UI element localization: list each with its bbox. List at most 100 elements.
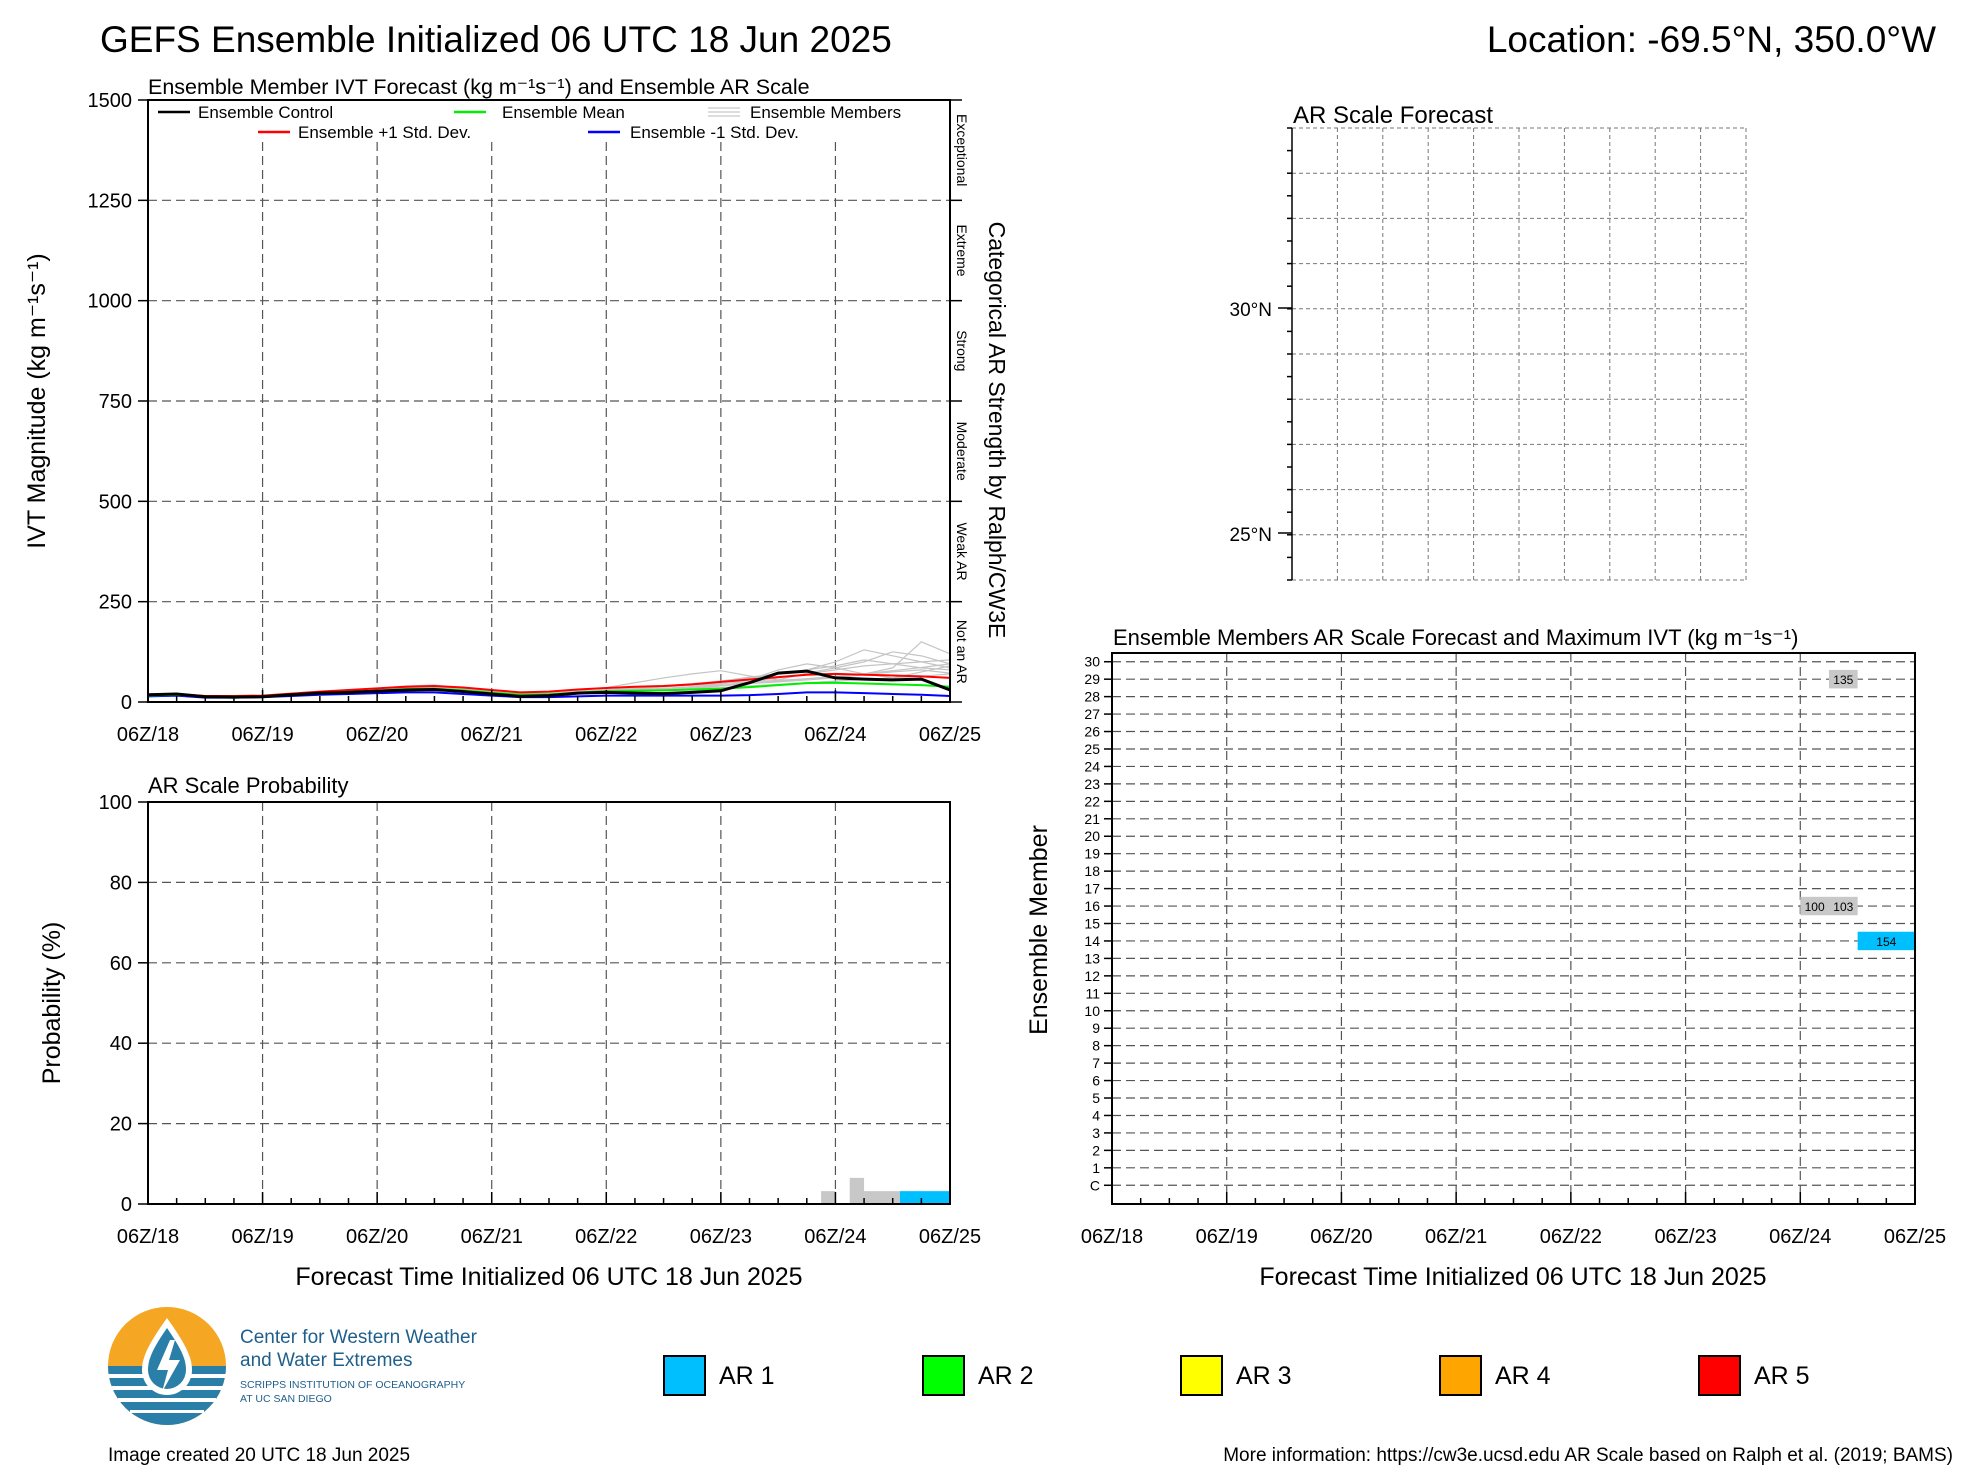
member-ar-cell [1828,896,1858,916]
map-lat-30n: 30°N [1230,300,1272,321]
legend-minus-std-label: Ensemble -1 Std. Dev. [630,123,799,142]
member-ar-cell [1828,669,1858,689]
member-ytick-label: 24 [1084,758,1100,774]
ivt-xtick-label: 06Z/20 [346,724,408,746]
ivt-ylabel: IVT Magnitude (kg m⁻¹s⁻¹) [23,253,51,548]
ivt-forecast-panel: Ensemble Member IVT Forecast (kg m⁻¹s⁻¹)… [23,75,1010,746]
member-ytick-label: 5 [1092,1090,1100,1106]
prob-xtick-label: 06Z/18 [117,1226,179,1248]
member-ytick-label: 16 [1084,898,1100,914]
ar-legend-label: AR 1 [719,1362,775,1390]
cw3e-logo: Center for Western Weather and Water Ext… [108,1307,478,1425]
prob-ytick-label: 60 [110,953,132,975]
category-label: Weak AR [954,522,970,580]
prob-bar [899,1191,950,1204]
member-xtick-label: 06Z/21 [1425,1226,1487,1248]
ar-legend-label: AR 5 [1754,1362,1810,1390]
category-label: Not an AR [954,620,970,684]
legend-members-swatch [708,107,740,117]
member-ytick-label: 25 [1084,741,1100,757]
member-max-ivt-label: 135 [1833,673,1853,687]
ivt-ytick-label: 1500 [88,90,133,112]
ivt-ytick-label: 500 [99,491,132,513]
member-xtick-label: 06Z/25 [1884,1226,1946,1248]
prob-bar [849,1177,865,1204]
ensemble-members-panel: Ensemble Members AR Scale Forecast and M… [1025,625,1946,1291]
member-ar-cell [1857,931,1915,951]
logo-line-3: SCRIPPS INSTITUTION OF OCEANOGRAPHY [240,1379,465,1391]
ar-legend-label: AR 2 [978,1362,1034,1390]
member-ytick-label: 30 [1084,654,1100,670]
members-xlabel: Forecast Time Initialized 06 UTC 18 Jun … [1259,1263,1766,1291]
member-ytick-label: 14 [1084,933,1100,949]
prob-plot-frame [147,801,951,1205]
ivt-ytick-label: 1250 [88,190,133,212]
member-ytick-label: 27 [1084,706,1100,722]
ar-scale-legend: AR 1 AR 2 AR 3 AR 4 AR 5 [663,1355,1810,1396]
ar-legend-label: AR 3 [1236,1362,1292,1390]
prob-xtick-label: 06Z/20 [346,1226,408,1248]
member-ytick-label: 18 [1084,863,1100,879]
ivt-panel-title: Ensemble Member IVT Forecast (kg m⁻¹s⁻¹)… [148,75,810,99]
member-ytick-label: 11 [1085,985,1100,1001]
footer-created: Image created 20 UTC 18 Jun 2025 [108,1445,410,1466]
ivt-legend-bg [150,101,940,141]
ar-scale-map-panel: AR Scale Forecast 30°N 25°N [1230,102,1747,581]
member-xtick-label: 06Z/20 [1310,1226,1372,1248]
member-ytick-label: 21 [1084,811,1100,827]
prob-xtick-label: 06Z/22 [575,1226,637,1248]
figure-title: GEFS Ensemble Initialized 06 UTC 18 Jun … [100,19,892,60]
map-lat-25n: 25°N [1230,525,1272,546]
ivt-ytick-label: 1000 [88,291,133,313]
ivt-xtick-label: 06Z/18 [117,724,179,746]
category-label: Strong [954,330,970,371]
ar-legend-swatch [1698,1355,1741,1396]
prob-ytick-label: 0 [121,1194,132,1216]
prob-xlabel: Forecast Time Initialized 06 UTC 18 Jun … [295,1263,802,1291]
members-ylabel: Ensemble Member [1025,825,1053,1035]
member-ytick-label: 29 [1084,671,1100,687]
ar-legend-label: AR 4 [1495,1362,1551,1390]
member-max-ivt-label: 100 [1805,900,1825,914]
member-ytick-label: 19 [1084,846,1100,862]
ivt-ytick-label: 250 [99,592,132,614]
members-plot-frame [1111,652,1916,1205]
member-ytick-label: 15 [1084,916,1100,932]
ar-strength-label: Categorical AR Strength by Ralph/CW3E [984,222,1010,639]
category-label: Extreme [954,224,970,276]
member-xtick-label: 06Z/19 [1196,1226,1258,1248]
member-ytick-label: 2 [1092,1142,1100,1158]
member-ytick-label: 26 [1084,724,1100,740]
ar-legend-swatch [1439,1355,1482,1396]
footer-info: More information: https://cw3e.ucsd.edu … [1223,1445,1953,1466]
location-label: Location: -69.5°N, 350.0°W [1487,19,1936,60]
legend-control-label: Ensemble Control [198,103,333,122]
ivt-legend: Ensemble Control Ensemble Mean Ensemble … [150,101,940,142]
member-ytick-label: 6 [1092,1073,1100,1089]
member-ytick-label: 1 [1092,1160,1100,1176]
ivt-xtick-label: 06Z/22 [575,724,637,746]
member-xtick-label: 06Z/22 [1540,1226,1602,1248]
ivt-xtick-label: 06Z/19 [231,724,293,746]
prob-xtick-label: 06Z/21 [461,1226,523,1248]
member-xtick-label: 06Z/18 [1081,1226,1143,1248]
member-ytick-label: 20 [1084,828,1100,844]
member-ytick-label: 10 [1084,1003,1100,1019]
member-xtick-label: 06Z/24 [1769,1226,1831,1248]
prob-ytick-label: 100 [99,792,132,814]
member-max-ivt-label: 154 [1876,935,1896,949]
legend-plus-std-label: Ensemble +1 Std. Dev. [298,123,471,142]
legend-mean-label: Ensemble Mean [502,103,625,122]
member-ytick-label: 4 [1092,1107,1100,1123]
ivt-ytick-label: 0 [121,692,132,714]
member-ytick-label: 28 [1084,689,1100,705]
category-label: Exceptional [954,114,970,186]
ivt-xtick-label: 06Z/21 [461,724,523,746]
ar-legend-swatch [922,1355,965,1396]
member-xtick-label: 06Z/23 [1654,1226,1716,1248]
series-line-ensemble-control [147,669,951,699]
ivt-xtick-label: 06Z/23 [690,724,752,746]
member-ytick-label: 8 [1092,1038,1100,1054]
logo-line-4: AT UC SAN DIEGO [240,1393,332,1405]
